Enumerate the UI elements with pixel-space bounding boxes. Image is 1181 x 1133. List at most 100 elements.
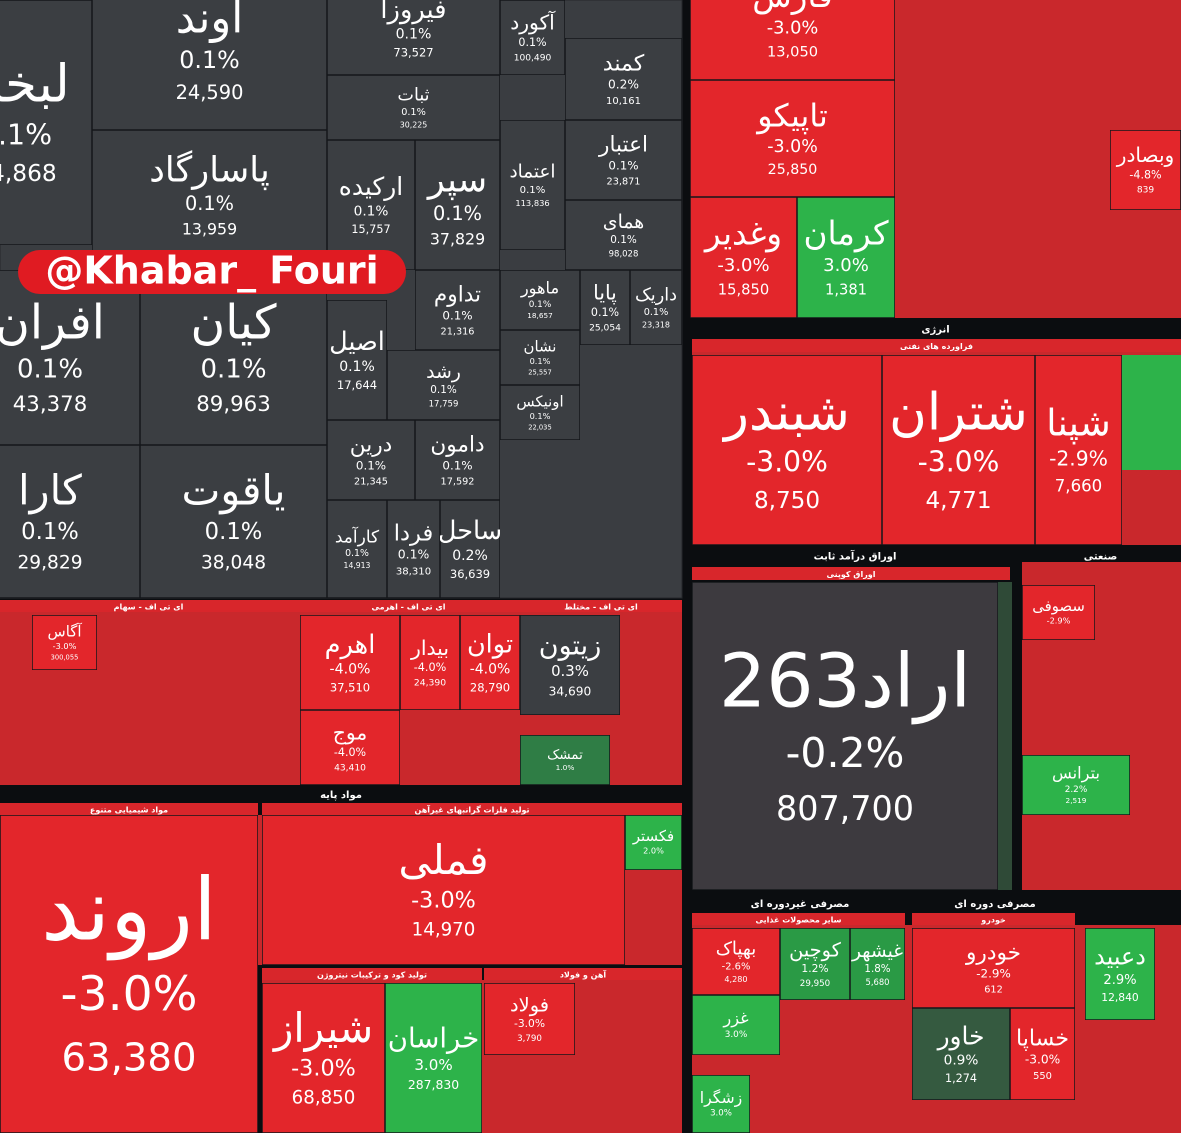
tile-bg (300, 710, 400, 785)
tile: فولاد-3.0% 3,790 (484, 983, 575, 1055)
tile-change: 2.9% (1103, 973, 1136, 988)
tile-price: 612 (984, 985, 1003, 996)
tile-name: تداوم (434, 282, 481, 307)
tile-bg (690, 80, 895, 197)
tile-change: -3.0% (717, 255, 769, 276)
tile-bg (327, 500, 387, 598)
tile: وبصادر-4.8% 839 (1110, 130, 1181, 210)
tile: اهرم-4.0% 37,510 (300, 615, 400, 710)
tile-price: 14,970 (412, 920, 476, 941)
tile-bg (415, 420, 500, 500)
tile-change: -4.0% (414, 661, 447, 674)
tile-change: -3.0% (746, 446, 828, 479)
tile-price: 7,660 (1055, 477, 1103, 496)
tile-price: 839 (1137, 186, 1155, 196)
tile-change: -0.2% (786, 729, 905, 777)
tile-price: 4,280 (724, 974, 747, 984)
header-band (520, 600, 682, 612)
tile-name: پایا (593, 280, 617, 305)
tile-bg (692, 995, 780, 1055)
tile: شتران-3.0% 4,771 (882, 355, 1035, 545)
tile-name: فملی (399, 836, 489, 884)
tile-bg (692, 355, 882, 545)
section-header: مصرفی دوره ای (954, 899, 1036, 910)
tile-price: 1,381 (825, 281, 867, 298)
region (998, 582, 1012, 890)
tile-name: کمند (603, 51, 645, 77)
tile-bg (484, 983, 575, 1055)
tile-bg (32, 615, 97, 670)
tile-price: 28,790 (470, 681, 510, 695)
tile-price: 36,639 (450, 567, 490, 581)
tile-name: کرمان (803, 215, 889, 253)
tile-price: 22,035 (528, 423, 551, 431)
tile-bg (850, 928, 905, 1000)
tile-name: آگاس (48, 623, 83, 641)
section-header: تولید کود و ترکیبات نیتروژن (317, 971, 427, 980)
tile-change: 0.1% (0, 118, 52, 151)
tile-bg (690, 197, 797, 318)
tile-name: اراد263 (719, 638, 971, 725)
tile-price: 100,490 (514, 53, 552, 63)
tile-change: -3.0% (514, 1017, 545, 1030)
tile: وغدیر-3.0% 15,850 (690, 197, 797, 318)
tile: یاقوت 0.1% 38,048 (140, 445, 327, 598)
tile-name: ارکیده (339, 172, 403, 201)
tile: فملی -3.0% 14,970 (262, 815, 625, 965)
tile-change: 0.1% (442, 458, 472, 472)
tile-change: 0.1% (21, 519, 79, 545)
tile: فارس -3.0% 13,050 (690, 0, 895, 80)
tile-name: سصوفی (1032, 597, 1085, 615)
tile-name: غیشهر (851, 941, 903, 962)
tile-bg (1022, 585, 1095, 640)
tile-change: -3.0% (61, 967, 198, 1022)
header-band (912, 913, 1075, 925)
tile-change: 0.1% (442, 308, 472, 322)
section-header: تولید فلزات گرانبهای غیرآهن (415, 805, 530, 815)
section-header: اوراق درآمد ثابت (814, 550, 897, 563)
header-band (484, 968, 682, 980)
region (1122, 355, 1181, 470)
section-header: انرژی (921, 325, 949, 336)
tile-name: فردا (394, 520, 433, 546)
tile-bg (882, 355, 1035, 545)
tile-bg (1010, 1008, 1075, 1100)
tile: موج -4.0% 43,410 (300, 710, 400, 785)
tile: آکورد 0.1% 100,490 (500, 0, 565, 75)
section-header: ای تی اف - اهرمی (372, 603, 446, 612)
tile-change: 0.1% (345, 548, 369, 559)
header-band (297, 600, 520, 612)
tile-price: 25,054 (589, 323, 621, 333)
tile-name: نشان (524, 338, 557, 356)
tile-bg (300, 615, 400, 710)
tile-name: دعبید (1094, 942, 1146, 970)
tile: ساحل 0.2% 36,639 (440, 500, 500, 598)
tile-change: 0.1% (430, 384, 457, 396)
tile-price: 550 (1033, 1071, 1052, 1082)
tile-change: 3.0% (823, 255, 869, 276)
tile-price: 18,657 (527, 311, 553, 320)
tile-name: تمشک (547, 747, 583, 763)
tile-name: فولاد (510, 993, 549, 1016)
tile-price: 15,850 (718, 281, 769, 298)
tile-change: 0.2% (608, 77, 639, 91)
tile-name: دامون (430, 432, 484, 457)
tile-change: 1.2% (801, 962, 828, 975)
tile-name: فکستر (632, 827, 674, 845)
tile-price: 17,644 (337, 378, 377, 392)
tile-change: 0.1% (518, 36, 546, 49)
tile-change: -4.0% (330, 661, 371, 677)
tile-change: 1.0% (556, 763, 575, 772)
tile-name: زشگرا (700, 1088, 742, 1108)
tile-bg (387, 350, 500, 420)
